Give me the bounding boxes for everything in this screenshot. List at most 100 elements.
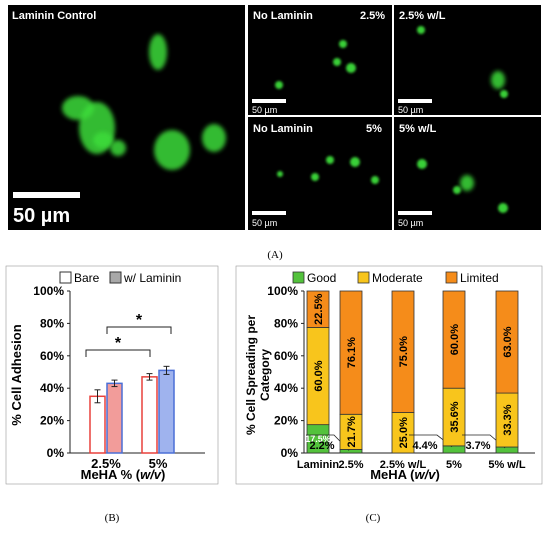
fluorescent-cell [275, 81, 283, 89]
fluorescent-cell [350, 157, 360, 167]
panel-caption: (A) [267, 249, 283, 261]
micrograph-concentration: 5% [366, 123, 382, 135]
panel-caption: (C) [366, 512, 381, 524]
chart-b-bars [89, 365, 175, 454]
data-label: 75.0% [398, 336, 410, 367]
cells-layer [62, 26, 508, 213]
fluorescent-cell [460, 175, 474, 191]
y-tick-label: 80% [274, 316, 298, 330]
significance-bracket-inner [85, 349, 151, 357]
fluorescent-cell [339, 40, 347, 48]
fluorescent-cell [110, 140, 126, 156]
fluorescent-cell [202, 124, 226, 152]
chart-c-xlabel: MeHA (w/v) [370, 467, 440, 482]
y-tick-label: 60% [40, 349, 64, 363]
chart-c-cell-spreading: Good Moderate Limited 0% 20% 40% 60% 80% 100% La… [235, 265, 543, 524]
data-label: 21.7% [346, 416, 358, 447]
fluorescent-cell [154, 130, 190, 170]
legend-label-limited: Limited [460, 271, 499, 285]
x-tick-label: 2.5% w/L [380, 459, 427, 471]
fluorescent-cell [311, 173, 319, 181]
data-label: 60.0% [313, 360, 325, 391]
fluorescent-cell [346, 63, 356, 73]
scale-bar [398, 211, 432, 215]
data-label: 2.2% [309, 440, 334, 452]
x-tick-label: 5% [446, 459, 462, 471]
data-label: 4.4% [412, 440, 437, 452]
legend-label-bare: Bare [74, 271, 100, 285]
micrograph-label: 2.5% w/L [399, 10, 446, 22]
chart-c-bars: 17.5% 60.0% 22.5% 2.2% 21.7% 76.1% 25.0% 75.0% 4… [305, 290, 519, 454]
bar-segment-good-1 [339, 449, 363, 454]
legend-swatch-bare [59, 271, 72, 284]
chart-b-ylabel: % Cell Adhesion [9, 324, 24, 425]
data-label: 60.0% [449, 324, 461, 355]
scale-bar-label: 50 µm [13, 205, 70, 227]
y-tick-label: 80% [40, 316, 64, 330]
legend-swatch-laminin [109, 271, 122, 284]
chart-c-ylabel: % Cell Spreading perCategory [244, 315, 272, 435]
y-tick-label: 100% [267, 284, 298, 298]
y-tick-label: 40% [274, 381, 298, 395]
panel-caption: (B) [105, 512, 120, 524]
y-tick-label: 20% [40, 414, 64, 428]
bar-segment-limited-2 [391, 290, 415, 413]
significance-star: * [136, 312, 143, 329]
scale-bar-label: 50 µm [252, 105, 277, 115]
micrograph-label: No Laminin [253, 123, 313, 135]
significance-bracket-outer [106, 326, 172, 334]
scale-bar [398, 99, 432, 103]
fluorescent-cell [326, 156, 334, 164]
chart-c-legend: Good Moderate Limited [292, 271, 499, 285]
scale-bar-label: 50 µm [398, 218, 423, 228]
legend-label-laminin: w/ Laminin [123, 271, 181, 285]
scale-bar [252, 99, 286, 103]
data-label: 63.0% [502, 326, 514, 357]
bar-segment-limited-4 [495, 290, 519, 394]
bar-w-laminin-1 [158, 369, 175, 454]
data-label: 17.5% [305, 434, 331, 444]
chart-b-cell-adhesion: Bare w/ Laminin 0% 20% 40% 60% 80% 100% 2.5% 5%… [5, 265, 219, 524]
fluorescent-cell [500, 90, 508, 98]
data-label: 76.1% [346, 337, 358, 368]
scale-bar-label: 50 µm [398, 105, 423, 115]
legend-swatch-good [292, 271, 305, 284]
fluorescent-cell [417, 159, 427, 169]
bar-segment-limited-0 [306, 290, 330, 328]
x-tick-label: 5% [149, 456, 168, 471]
chart-b-xlabel: MeHA % (w/v) [81, 467, 166, 482]
bar-bare-0 [89, 395, 106, 454]
micrograph-label: No Laminin [253, 10, 313, 22]
fluorescent-cell [491, 71, 505, 89]
data-label: 3.7% [465, 440, 490, 452]
x-tick-label: 2.5% [91, 456, 121, 471]
fluorescent-cell [417, 26, 425, 34]
fluorescent-cell [149, 34, 167, 70]
scale-bar [13, 192, 80, 198]
legend-label-good: Good [307, 271, 336, 285]
micrograph-label: Laminin Control [12, 10, 96, 22]
scale-bar [252, 211, 286, 215]
fluorescent-cell [93, 132, 113, 148]
bar-segment-limited-1 [339, 290, 363, 415]
micrograph-no-laminin-2-5 [248, 5, 392, 115]
y-tick-label: 60% [274, 349, 298, 363]
micrograph-concentration: 2.5% [360, 10, 385, 22]
x-tick-label: 5% w/L [488, 459, 526, 471]
data-label: 25.0% [398, 417, 410, 448]
chart-b-axes: 0% 20% 40% 60% 80% 100% 2.5% 5% [33, 284, 205, 471]
x-tick-label: Laminin [297, 459, 339, 471]
fluorescent-cell [333, 58, 341, 66]
data-label: 22.5% [313, 293, 325, 324]
y-tick-label: 0% [281, 446, 299, 460]
x-tick-label: 2.5% [338, 459, 363, 471]
significance-star: * [115, 335, 122, 352]
bar-segment-limited-3 [442, 290, 466, 389]
fluorescent-cell [453, 186, 461, 194]
scale-bar-label: 50 µm [252, 218, 277, 228]
legend-label-moderate: Moderate [372, 271, 423, 285]
y-tick-label: 40% [40, 381, 64, 395]
y-tick-label: 0% [47, 446, 65, 460]
panel-a-micrographs: Laminin Control No Laminin 2.5% 2.5% w/L… [8, 5, 541, 261]
